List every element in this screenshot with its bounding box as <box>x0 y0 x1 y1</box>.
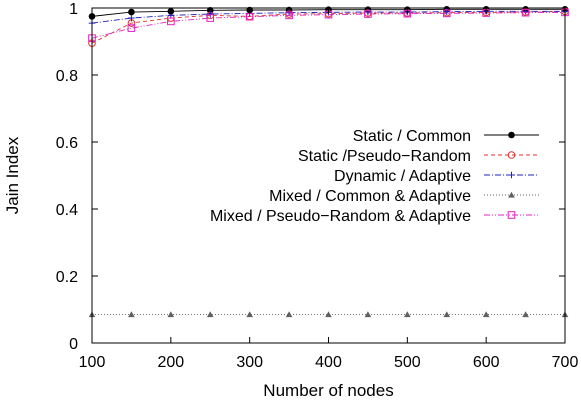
data-point <box>285 11 293 20</box>
y-tick-label: 0.4 <box>56 202 78 219</box>
legend-entry: Mixed / Pseudo−Random & Adaptive <box>210 208 539 225</box>
data-point <box>364 311 372 318</box>
data-point <box>167 311 175 318</box>
x-tick-label: 400 <box>315 354 342 371</box>
data-point <box>128 14 135 22</box>
y-axis-label: Jain Index <box>3 136 22 214</box>
data-point <box>285 311 293 318</box>
data-point <box>522 311 529 318</box>
series-4 <box>88 311 569 318</box>
data-point <box>508 131 515 139</box>
data-point <box>127 24 136 32</box>
data-point <box>508 191 515 198</box>
legend-label: Static /Pseudo−Random <box>298 148 471 165</box>
data-point <box>521 8 530 17</box>
legend-label: Mixed / Pseudo−Random & Adaptive <box>210 208 471 225</box>
data-point <box>246 311 253 318</box>
y-tick-label: 0.2 <box>56 269 78 286</box>
data-point <box>443 311 451 318</box>
axes: 100 200 300 400 500 600 700 0 0.2 0.4 0.6 0.8 1 <box>56 1 579 371</box>
plot-frame <box>91 7 566 344</box>
legend-entry: Mixed / Common & Adaptive <box>269 188 539 205</box>
legend-entry: Dynamic / Adaptive <box>334 168 539 185</box>
data-point <box>443 8 451 15</box>
data-point <box>404 311 411 318</box>
legend-label: Static / Common <box>353 128 471 145</box>
data-point <box>364 10 372 18</box>
legend: Static / Common Static /Pseudo−Random Dyna… <box>210 128 539 225</box>
x-tick-label: 200 <box>157 354 184 371</box>
x-tick-label: 100 <box>79 354 106 371</box>
x-axis-label: Number of nodes <box>263 381 393 400</box>
data-point <box>482 311 490 318</box>
legend-entry: Static / Common <box>353 128 539 145</box>
legend-label: Mixed / Common & Adaptive <box>269 188 471 205</box>
legend-label: Dynamic / Adaptive <box>334 168 471 185</box>
data-point <box>128 8 135 16</box>
x-tick-label: 600 <box>473 354 500 371</box>
y-tick-label: 1 <box>69 1 78 18</box>
legend-entry: Static /Pseudo−Random <box>298 148 539 165</box>
data-point <box>507 151 516 159</box>
y-tick-label: 0.8 <box>56 68 78 85</box>
data-point <box>206 311 214 318</box>
data-point <box>285 9 293 16</box>
data-point <box>206 10 214 18</box>
data-point <box>507 211 516 219</box>
x-tick-label: 700 <box>552 354 579 371</box>
y-tick-label: 0.6 <box>56 135 78 152</box>
data-point <box>128 311 135 318</box>
data-point <box>325 311 332 318</box>
data-point <box>167 17 175 26</box>
data-point <box>206 14 215 22</box>
y-tick-label: 0 <box>69 336 78 353</box>
data-point <box>442 9 451 18</box>
data-point <box>508 171 515 179</box>
x-tick-label: 300 <box>236 354 263 371</box>
x-tick-label: 500 <box>394 354 421 371</box>
